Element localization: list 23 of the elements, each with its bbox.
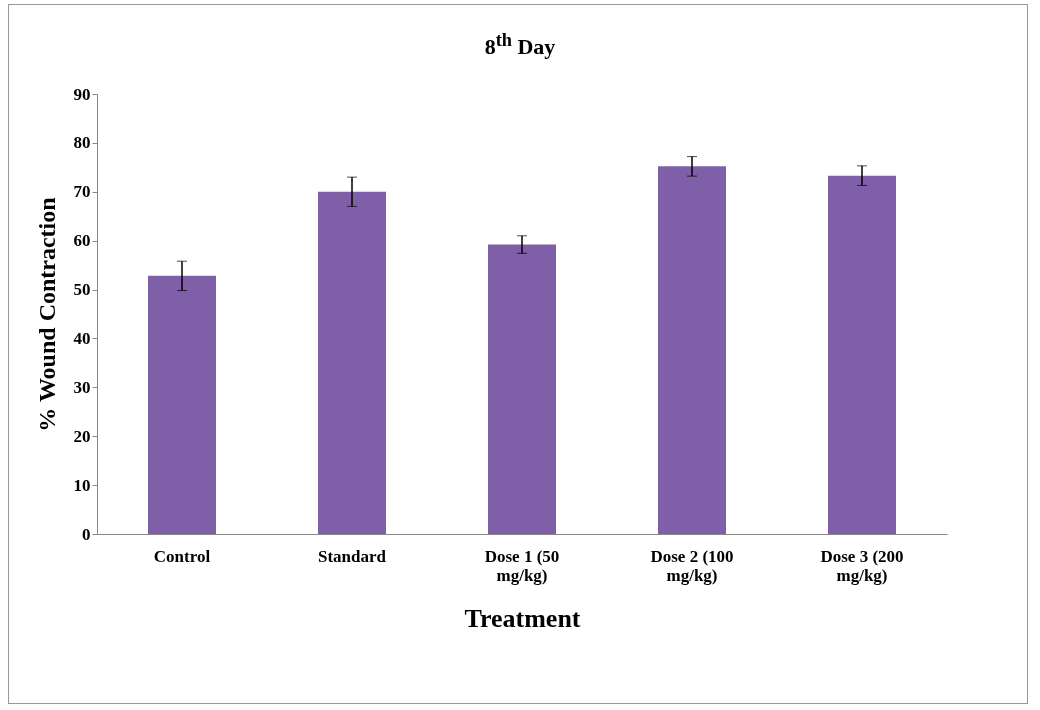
y-tick-label: 90 [73,84,91,104]
y-tick-label: 50 [73,280,91,300]
bar [488,244,556,534]
bar [318,191,386,534]
y-tick-label: 20 [73,426,91,446]
y-tick-label: 40 [73,328,91,348]
y-axis-title: % Wound Contraction [33,197,60,432]
y-tick-label: 0 [82,524,91,544]
bar [828,175,896,534]
y-tick-label: 80 [73,133,91,153]
x-axis-title: Treatment [464,603,581,633]
x-tick-label: Dose 3 (200 mg/kg) [820,546,904,585]
x-tick-label: Dose 2 (100 mg/kg) [650,546,734,585]
y-tick-label: 30 [73,377,91,397]
y-tick-label: 70 [73,182,91,202]
bar [658,166,726,534]
x-tick-label: Standard [317,546,387,566]
x-tick-label: Dose 1 (50 mg/kg) [484,546,560,585]
y-tick-label: 10 [73,475,91,495]
x-tick-label: Control [153,546,211,566]
bar [148,275,216,534]
chart-title: 8$^{th}$ Day [483,30,557,61]
y-tick-label: 60 [73,231,91,251]
